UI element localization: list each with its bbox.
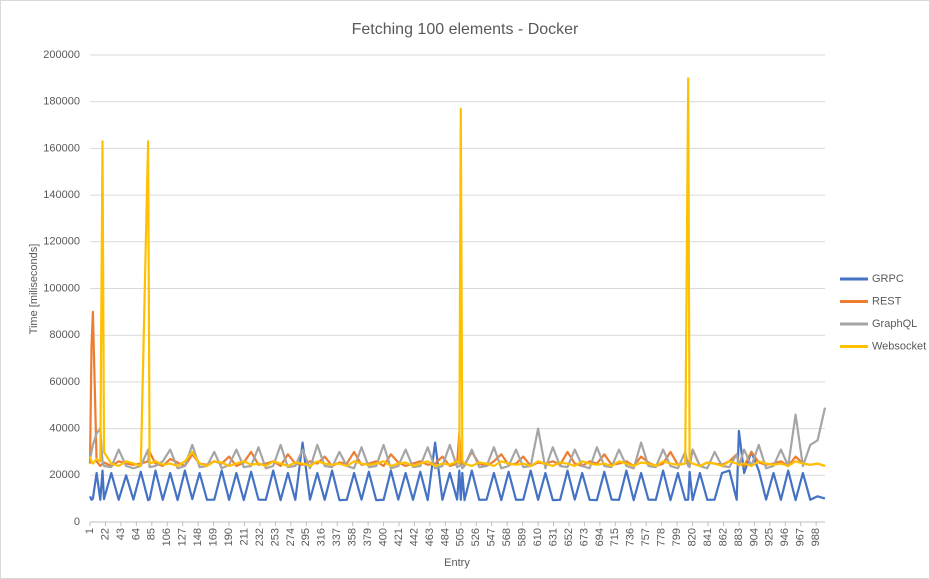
x-tick-label: 85 [146,528,158,540]
x-tick-label: 379 [362,528,374,546]
x-tick-label: 526 [470,528,482,546]
x-tick-label: 778 [656,528,668,546]
y-tick-label: 200000 [43,49,80,61]
x-tick-label: 295 [300,528,312,546]
x-tick-label: 211 [238,528,250,546]
x-tick-label: 442 [408,528,420,546]
x-tick-label: 505 [455,528,467,546]
x-tick-label: 736 [625,528,637,546]
x-tick-label: 190 [223,528,235,546]
chart-title: Fetching 100 elements - Docker [352,21,579,38]
x-tick-label: 757 [640,528,652,546]
x-tick-label: 862 [717,528,729,546]
x-tick-label: 22 [99,528,111,540]
line-series [88,77,826,468]
y-axis-label: Time [miliseconds] [28,244,40,335]
x-tick-label: 715 [609,528,621,546]
x-tick-label: 421 [393,528,405,546]
x-tick-label: 967 [795,528,807,546]
y-tick-label: 80000 [49,329,80,341]
x-tick-label: 400 [377,528,389,546]
y-tick-label: 180000 [43,96,80,108]
x-tick-label: 64 [130,528,142,540]
y-tick-label: 100000 [43,282,80,294]
x-tick-label: 253 [269,528,281,546]
x-tick-label: 1 [84,528,96,534]
x-tick-label: 631 [547,528,559,546]
x-tick-label: 43 [115,528,127,540]
x-tick-label: 484 [439,528,451,546]
x-tick-label: 820 [686,528,698,546]
x-tick-label: 148 [192,528,204,546]
legend-label: GRPC [872,273,904,285]
y-tick-label: 40000 [49,423,80,435]
legend-label: Websocket [872,340,926,352]
x-tick-label: 106 [161,528,173,546]
y-tick-label: 120000 [43,236,80,248]
x-tick-label: 274 [285,528,297,546]
y-tick-label: 20000 [49,469,80,481]
y-tick-label: 60000 [49,376,80,388]
y-tick-label: 160000 [43,142,80,154]
x-tick-label: 169 [208,528,220,546]
x-tick-label: 463 [424,528,436,546]
x-tick-label: 673 [578,528,590,546]
x-tick-label: 232 [254,528,266,546]
line-series [88,429,826,502]
legend-label: GraphQL [872,318,917,330]
x-tick-label: 988 [810,528,822,546]
x-tick-label: 883 [733,528,745,546]
x-tick-label: 841 [702,528,714,546]
x-tick-label: 316 [316,528,328,546]
x-axis-label: Entry [444,557,470,569]
x-tick-label: 127 [177,528,189,546]
x-tick-label: 925 [764,528,776,546]
x-tick-label: 946 [779,528,791,546]
x-tick-label: 652 [563,528,575,546]
x-tick-label: 358 [347,528,359,546]
x-tick-label: 589 [517,528,529,546]
legend-label: REST [872,295,902,307]
y-tick-label: 140000 [43,189,80,201]
x-tick-label: 547 [486,528,498,546]
x-tick-label: 337 [331,528,343,546]
x-tick-label: 610 [532,528,544,546]
x-tick-label: 568 [501,528,513,546]
x-tick-label: 904 [748,528,760,546]
y-tick-label: 0 [74,516,80,528]
x-tick-label: 799 [671,528,683,546]
x-tick-label: 694 [594,528,606,546]
